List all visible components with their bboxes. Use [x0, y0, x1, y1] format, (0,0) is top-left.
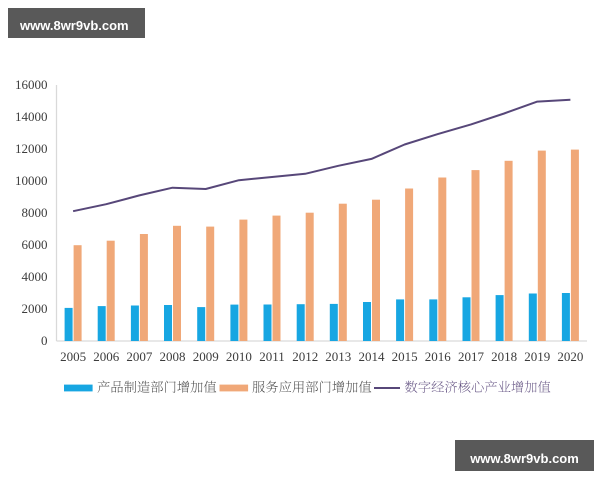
svg-text:6000: 6000	[22, 237, 48, 252]
svg-text:2015: 2015	[392, 349, 418, 364]
svg-text:2007: 2007	[126, 349, 153, 364]
svg-text:8000: 8000	[22, 205, 48, 220]
svg-text:12000: 12000	[15, 141, 48, 156]
svg-text:10000: 10000	[15, 173, 48, 188]
svg-text:14000: 14000	[15, 109, 48, 124]
svg-text:2005: 2005	[60, 349, 86, 364]
svg-text:2012: 2012	[292, 349, 318, 364]
svg-text:2010: 2010	[226, 349, 252, 364]
svg-text:2009: 2009	[193, 349, 219, 364]
svg-text:16000: 16000	[15, 77, 48, 92]
svg-text:2011: 2011	[259, 349, 285, 364]
svg-text:2013: 2013	[325, 349, 351, 364]
svg-text:2006: 2006	[93, 349, 120, 364]
svg-text:4000: 4000	[22, 269, 48, 284]
svg-text:2000: 2000	[22, 301, 48, 316]
svg-text:2016: 2016	[425, 349, 452, 364]
svg-text:2008: 2008	[160, 349, 186, 364]
svg-text:0: 0	[41, 333, 48, 348]
svg-text:2019: 2019	[524, 349, 550, 364]
svg-text:2018: 2018	[491, 349, 517, 364]
svg-text:2017: 2017	[458, 349, 485, 364]
svg-text:2020: 2020	[557, 349, 583, 364]
svg-text:2014: 2014	[359, 349, 386, 364]
